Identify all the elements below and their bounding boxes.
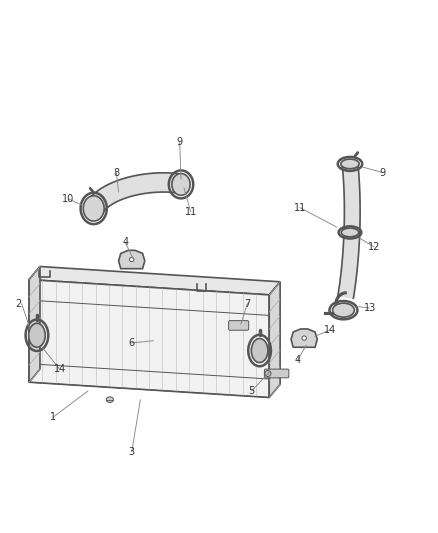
- FancyBboxPatch shape: [229, 321, 249, 330]
- Polygon shape: [29, 266, 280, 295]
- Text: 3: 3: [129, 447, 135, 457]
- Polygon shape: [87, 173, 181, 213]
- Text: 4: 4: [294, 356, 300, 365]
- Text: 9: 9: [177, 137, 183, 147]
- Text: 14: 14: [324, 325, 336, 335]
- Text: 7: 7: [244, 298, 251, 309]
- Ellipse shape: [28, 323, 45, 348]
- Ellipse shape: [172, 174, 190, 195]
- Ellipse shape: [251, 338, 268, 362]
- Ellipse shape: [341, 159, 359, 169]
- Text: 13: 13: [364, 303, 376, 313]
- Text: 6: 6: [129, 338, 135, 348]
- Ellipse shape: [265, 370, 271, 376]
- Text: 10: 10: [62, 194, 74, 204]
- FancyBboxPatch shape: [265, 369, 289, 378]
- Ellipse shape: [130, 257, 134, 262]
- Text: 12: 12: [368, 242, 380, 252]
- Text: 8: 8: [113, 168, 120, 177]
- Text: 9: 9: [380, 168, 386, 177]
- Ellipse shape: [332, 303, 354, 317]
- Text: 4: 4: [122, 238, 128, 247]
- Text: 5: 5: [249, 386, 255, 396]
- Ellipse shape: [83, 196, 104, 221]
- Text: 11: 11: [184, 207, 197, 217]
- Text: 14: 14: [53, 364, 66, 374]
- Polygon shape: [29, 280, 269, 398]
- Polygon shape: [291, 329, 317, 348]
- Text: 2: 2: [15, 298, 21, 309]
- Polygon shape: [29, 266, 40, 382]
- Ellipse shape: [106, 397, 113, 402]
- Text: 1: 1: [50, 412, 56, 422]
- Ellipse shape: [302, 336, 306, 340]
- Text: 11: 11: [293, 203, 306, 213]
- Polygon shape: [269, 282, 280, 398]
- Polygon shape: [338, 163, 360, 298]
- Polygon shape: [119, 251, 145, 269]
- Ellipse shape: [341, 228, 359, 237]
